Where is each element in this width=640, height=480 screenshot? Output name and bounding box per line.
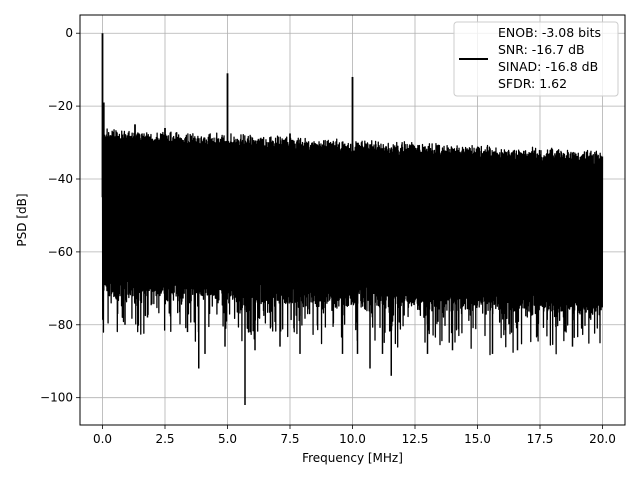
y-tick-label: −20 [48,99,73,113]
x-tick-label: 17.5 [527,432,554,446]
y-tick-label: −100 [40,391,73,405]
x-tick-label: 7.5 [280,432,299,446]
x-tick-label: 2.5 [155,432,174,446]
x-tick-label: 10.0 [339,432,366,446]
legend-box [453,21,619,97]
legend-line-sfdr: SFDR: 1.62 [498,76,567,91]
legend-line-sinad: SINAD: -16.8 dB [498,59,598,74]
y-axis-label: PSD [dB] [15,193,29,246]
y-tick-label: −80 [48,318,73,332]
legend-line-enob: ENOB: -3.08 bits [498,25,601,40]
x-tick-label: 5.0 [218,432,237,446]
x-axis-label: Frequency [MHz] [302,451,403,465]
legend: ENOB: -3.08 bits SNR: -16.7 dB SINAD: -1… [453,21,619,97]
x-tick-label: 20.0 [589,432,616,446]
y-tick-label: −40 [48,172,73,186]
y-tick-label: −60 [48,245,73,259]
ticks: 0.0 2.5 5.0 7.5 10.0 12.5 15.0 17.5 20.0 0 −20 −40 −… [40,26,616,446]
x-tick-label: 15.0 [464,432,491,446]
x-tick-label: 12.5 [402,432,429,446]
y-tick-label: 0 [65,26,73,40]
series-layer [101,33,604,405]
x-tick-label: 0.0 [93,432,112,446]
legend-line-snr: SNR: -16.7 dB [498,42,585,57]
